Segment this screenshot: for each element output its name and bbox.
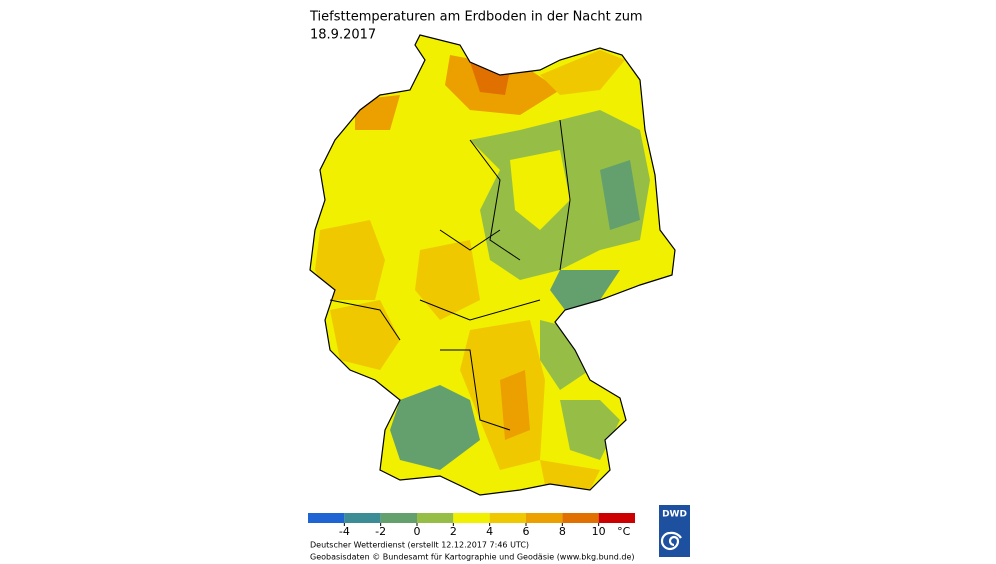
legend: -4 -2 0 2 4 6 8 10 °C	[308, 513, 635, 538]
legend-tick-label: -2	[375, 525, 386, 538]
legend-unit: °C	[617, 525, 631, 538]
legend-tick-label: -4	[339, 525, 350, 538]
legend-swatch	[417, 513, 454, 523]
legend-tick-label: 8	[559, 525, 566, 538]
legend-tick-label: 6	[523, 525, 530, 538]
logo-text: DWD	[662, 510, 687, 520]
legend-swatch	[489, 513, 526, 523]
legend-swatch	[308, 513, 345, 523]
credit: Deutscher Wetterdienst (erstellt 12.12.2…	[310, 541, 529, 550]
title-line: 18.9.2017	[310, 28, 376, 43]
legend-swatch	[598, 513, 635, 523]
legend-tick-label: 4	[486, 525, 493, 538]
legend-tick-label: 10	[592, 525, 606, 538]
legend-swatch	[344, 513, 381, 523]
legend-tick-label: 0	[414, 525, 421, 538]
legend-swatch	[380, 513, 417, 523]
legend-tick-label: 2	[450, 525, 457, 538]
legend-swatch	[526, 513, 563, 523]
legend-swatch	[453, 513, 490, 523]
title-line: Tiefsttemperaturen am Erdboden in der Na…	[309, 10, 643, 25]
map	[309, 34, 676, 496]
dwd-logo: DWD	[659, 505, 690, 557]
legend-swatch	[562, 513, 599, 523]
credit: Geobasisdaten © Bundesamt für Kartograph…	[310, 553, 635, 562]
